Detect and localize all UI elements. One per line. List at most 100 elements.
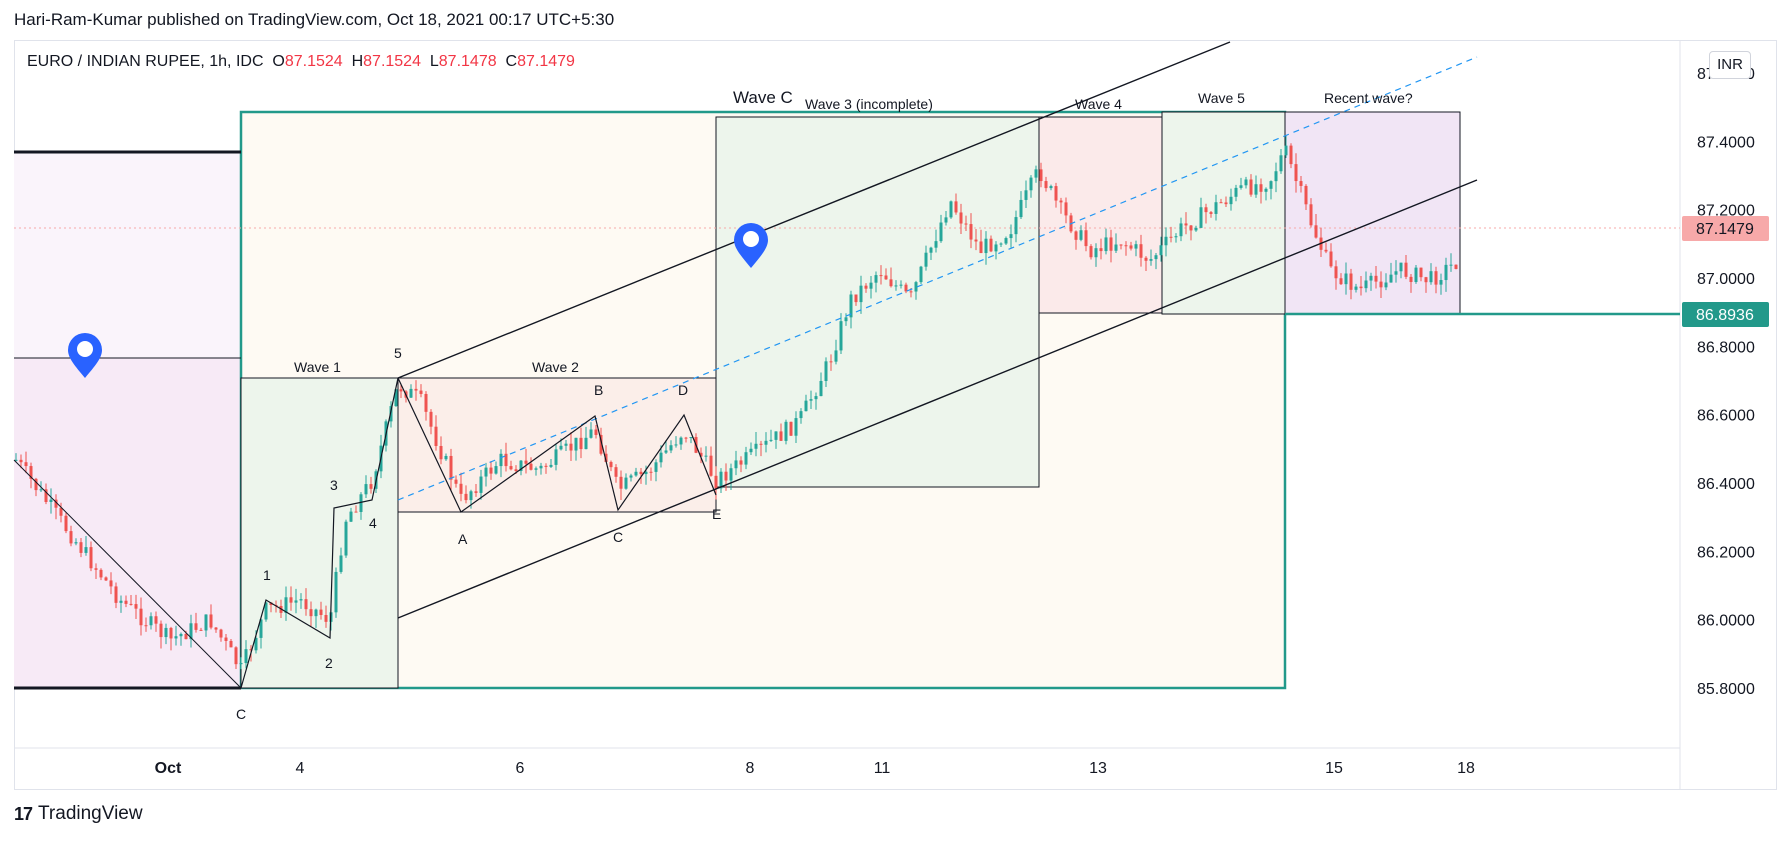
x-tick-label: 11 [874, 760, 891, 777]
candle-body [1049, 186, 1053, 189]
candle-body [964, 223, 968, 225]
candle-body [1394, 271, 1398, 275]
candle-body [354, 511, 358, 513]
candle-body [1314, 225, 1318, 238]
candle-body [94, 568, 98, 570]
last-price-value: 87.1479 [1696, 221, 1754, 238]
candle-body [324, 614, 328, 622]
candle-body [264, 602, 268, 620]
candle-body [954, 201, 958, 213]
candle-body [1344, 273, 1348, 285]
candle-body [664, 450, 668, 453]
candle-body [1114, 244, 1118, 251]
candle-body [39, 489, 43, 491]
candle-body [99, 569, 103, 578]
candle-body [1119, 244, 1123, 246]
candle-body [1419, 267, 1423, 278]
map-pin-icon[interactable] [734, 223, 768, 268]
candle-body [289, 597, 293, 603]
candle-body [144, 625, 148, 627]
candle-body [974, 239, 978, 242]
y-tick-label: 86.4000 [1697, 476, 1755, 493]
map-pin-icon[interactable] [68, 333, 102, 378]
candle-body [394, 389, 398, 407]
candle-body [1149, 259, 1153, 261]
candle-body [544, 465, 548, 467]
candle-body [439, 445, 443, 460]
candle-body [1294, 164, 1298, 182]
candle-body [604, 453, 608, 462]
candle-body [409, 388, 413, 398]
candle-body [879, 275, 883, 277]
candle-body [1389, 274, 1393, 283]
candle-body [999, 243, 1003, 245]
candle-body [899, 284, 903, 286]
symbol-info: EURO / INDIAN RUPEE, 1h, IDC O87.1524 H8… [27, 53, 575, 71]
candle-body [524, 460, 528, 464]
point-label-c-start: C [236, 706, 246, 722]
point-label-c: C [613, 529, 623, 545]
candle-body [14, 459, 18, 461]
y-tick-label: 87.0000 [1697, 271, 1755, 288]
candle-body [539, 465, 543, 469]
candle-body [1299, 181, 1303, 186]
close-label: C [505, 53, 518, 70]
candle-body [584, 437, 588, 450]
candle-body [989, 238, 993, 252]
candle-body [959, 212, 963, 224]
candle-body [199, 629, 203, 631]
candle-body [794, 418, 798, 436]
candle-body [854, 294, 858, 303]
x-tick-label: 15 [1325, 760, 1343, 777]
candle-body [1084, 230, 1088, 247]
candle-body [849, 294, 853, 318]
candle-body [549, 464, 553, 467]
candle-body [739, 460, 743, 465]
candle-body [909, 291, 913, 293]
candle-body [399, 389, 403, 392]
low-value: 87.1478 [438, 53, 497, 70]
point-label-e: E [712, 506, 721, 522]
point-label-d: D [678, 382, 688, 398]
candle-body [1144, 257, 1148, 261]
candle-body [29, 466, 33, 479]
candle-body [569, 443, 573, 451]
candle-body [554, 449, 558, 465]
candle-body [874, 275, 878, 283]
candle-body [649, 471, 653, 473]
candle-body [639, 471, 643, 475]
wave5-label: Wave 5 [1198, 90, 1245, 106]
candle-body [319, 609, 323, 615]
candle-body [209, 614, 213, 628]
candle-body [259, 619, 263, 638]
candle-body [414, 388, 418, 391]
currency-button[interactable]: INR [1709, 51, 1751, 79]
y-tick-label: 85.8000 [1697, 681, 1755, 698]
candle-body [644, 471, 648, 475]
candle-body [489, 467, 493, 474]
tradingview-logo[interactable]: 17 TradingView [14, 803, 143, 825]
candle-body [984, 238, 988, 254]
candle-body [929, 247, 933, 253]
candle-body [944, 217, 948, 223]
candle-body [79, 542, 83, 553]
channel-mid-dashed [397, 56, 1478, 501]
candle-body [699, 452, 703, 457]
candle-body [459, 483, 463, 494]
candle-body [1214, 202, 1218, 214]
candle-body [704, 455, 708, 457]
candle-body [529, 463, 533, 470]
candle-body [429, 411, 433, 427]
candle-body [579, 437, 583, 450]
candle-body [1224, 202, 1228, 205]
candle-body [1134, 244, 1138, 249]
point-label-1: 1 [263, 567, 271, 583]
candle-body [779, 431, 783, 441]
candle-body [1099, 248, 1103, 252]
candle-body [1109, 237, 1113, 251]
wave4-label: Wave 4 [1075, 96, 1122, 112]
candle-body [619, 476, 623, 489]
candle-body [869, 282, 873, 289]
candle-body [419, 390, 423, 394]
